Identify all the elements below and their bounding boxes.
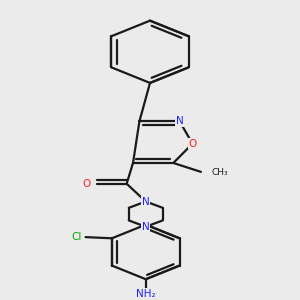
Text: Cl: Cl bbox=[72, 232, 82, 242]
Text: N: N bbox=[142, 196, 150, 206]
Text: O: O bbox=[82, 179, 91, 189]
Text: O: O bbox=[188, 139, 196, 149]
Text: CH₃: CH₃ bbox=[212, 168, 228, 177]
Text: N: N bbox=[142, 222, 150, 232]
Text: NH₂: NH₂ bbox=[136, 289, 156, 299]
Text: N: N bbox=[176, 116, 184, 127]
